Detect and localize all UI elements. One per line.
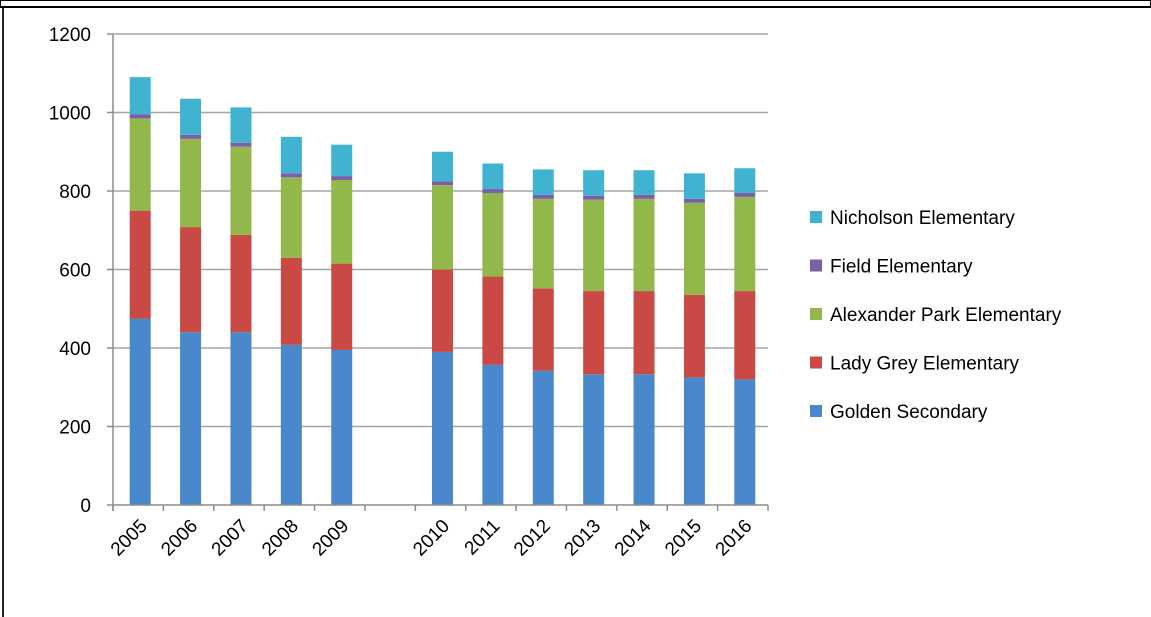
bar-segment-nicholson-elementary (532, 169, 554, 195)
bar-segment-alexander-park-elementary (633, 198, 655, 292)
bar-segment-alexander-park-elementary (129, 118, 151, 211)
legend-label: Lady Grey Elementary (830, 354, 1020, 375)
x-tick-label: 2010 (409, 516, 454, 561)
bar-segment-alexander-park-elementary (683, 202, 705, 296)
legend-swatch (810, 211, 822, 223)
bar-segment-golden-secondary (280, 344, 302, 505)
bar-segment-alexander-park-elementary (180, 138, 202, 228)
legend-swatch (810, 308, 822, 320)
bar-segment-nicholson-elementary (129, 77, 151, 115)
bar-segment-field-elementary (331, 176, 353, 181)
bar-segment-nicholson-elementary (331, 144, 353, 177)
legend-swatch (810, 356, 822, 369)
bar-segment-field-elementary (532, 194, 554, 199)
bar-segment-golden-secondary (683, 377, 705, 505)
legend-label: Nicholson Elementary (830, 208, 1015, 229)
bar-segment-golden-secondary (532, 370, 554, 505)
bar-segment-nicholson-elementary (633, 170, 655, 195)
bar-segment-alexander-park-elementary (482, 192, 504, 277)
legend-swatch (810, 405, 822, 417)
legend: Nicholson Elementary Field Elementary Alex… (810, 208, 1062, 423)
x-tick-label: 2014 (611, 515, 656, 560)
bar-segment-lady-grey-elementary (532, 288, 554, 371)
x-tick-label: 2007 (208, 516, 253, 561)
bar-segment-golden-secondary (482, 364, 504, 505)
bar-segment-lady-grey-elementary (280, 257, 302, 345)
bar-segment-nicholson-elementary (482, 163, 504, 190)
bar-segment-alexander-park-elementary (230, 146, 252, 235)
bar-segment-nicholson-elementary (230, 107, 252, 143)
bar-segment-field-elementary (482, 189, 504, 193)
bar-segment-golden-secondary (432, 351, 453, 505)
bar-segment-lady-grey-elementary (683, 295, 705, 378)
bar-segment-field-elementary (734, 192, 756, 197)
bar-segment-alexander-park-elementary (734, 196, 756, 292)
x-tick-label: 2015 (661, 516, 706, 561)
x-tick-label: 2016 (712, 516, 757, 561)
bar-segment-alexander-park-elementary (432, 185, 453, 270)
y-tick-label: 200 (59, 418, 91, 439)
bar-segment-lady-grey-elementary (129, 210, 151, 319)
bars (129, 77, 756, 505)
bar-segment-nicholson-elementary (583, 170, 605, 196)
y-tick-label: 400 (59, 339, 91, 360)
legend-label: Alexander Park Elementary (830, 305, 1062, 326)
x-tick-label: 2006 (157, 516, 202, 561)
bar-segment-field-elementary (683, 198, 705, 203)
y-axis: 0 200 400 600 800 1000 1200 (49, 25, 114, 517)
bar-segment-lady-grey-elementary (331, 263, 353, 350)
bar-segment-golden-secondary (633, 374, 655, 505)
bar-segment-nicholson-elementary (734, 168, 756, 193)
bar-segment-golden-secondary (129, 318, 151, 505)
bar-segment-lady-grey-elementary (633, 291, 655, 375)
y-tick-label: 1000 (49, 104, 91, 125)
legend-label: Field Elementary (830, 257, 973, 278)
bar-segment-lady-grey-elementary (432, 269, 453, 352)
bar-segment-alexander-park-elementary (583, 199, 605, 292)
bar-segment-golden-secondary (180, 332, 202, 505)
bar-segment-golden-secondary (230, 332, 252, 505)
bar-segment-nicholson-elementary (180, 98, 202, 135)
bar-segment-alexander-park-elementary (331, 180, 353, 264)
frame-left-border (2, 8, 4, 617)
bar-segment-lady-grey-elementary (482, 276, 504, 365)
bar-segment-lady-grey-elementary (583, 291, 605, 375)
y-tick-label: 0 (80, 496, 91, 517)
bar-segment-field-elementary (129, 114, 151, 119)
legend-label: Golden Secondary (830, 402, 988, 423)
bar-segment-field-elementary (230, 142, 252, 147)
y-tick-label: 1200 (49, 25, 91, 46)
x-tick-label: 2008 (258, 516, 303, 561)
bar-segment-nicholson-elementary (683, 173, 705, 199)
bar-segment-golden-secondary (331, 349, 353, 505)
bar-segment-golden-secondary (583, 374, 605, 505)
x-tick-label: 2012 (510, 516, 555, 561)
x-tick-label: 2005 (107, 516, 152, 561)
bar-segment-alexander-park-elementary (280, 177, 302, 258)
bar-segment-nicholson-elementary (280, 136, 302, 174)
bar-segment-lady-grey-elementary (734, 291, 756, 380)
bar-segment-field-elementary (583, 195, 605, 200)
x-tick-label: 2009 (309, 516, 354, 561)
bar-segment-nicholson-elementary (432, 151, 453, 182)
y-tick-label: 800 (59, 182, 91, 203)
x-axis: 2005 2006 2007 2008 2009 2010 2011 2012 2013 2014… (107, 504, 769, 561)
bar-segment-field-elementary (280, 173, 302, 178)
bar-segment-field-elementary (432, 181, 453, 186)
x-tick-label: 2011 (461, 516, 505, 560)
x-tick-label: 2013 (560, 516, 605, 561)
bar-segment-lady-grey-elementary (180, 227, 202, 333)
bar-segment-alexander-park-elementary (532, 198, 554, 289)
bar-segment-field-elementary (180, 134, 202, 139)
bar-segment-lady-grey-elementary (230, 234, 252, 333)
y-tick-label: 600 (59, 261, 91, 282)
bar-segment-field-elementary (633, 194, 655, 199)
legend-swatch (810, 259, 822, 272)
bar-segment-golden-secondary (734, 379, 756, 505)
